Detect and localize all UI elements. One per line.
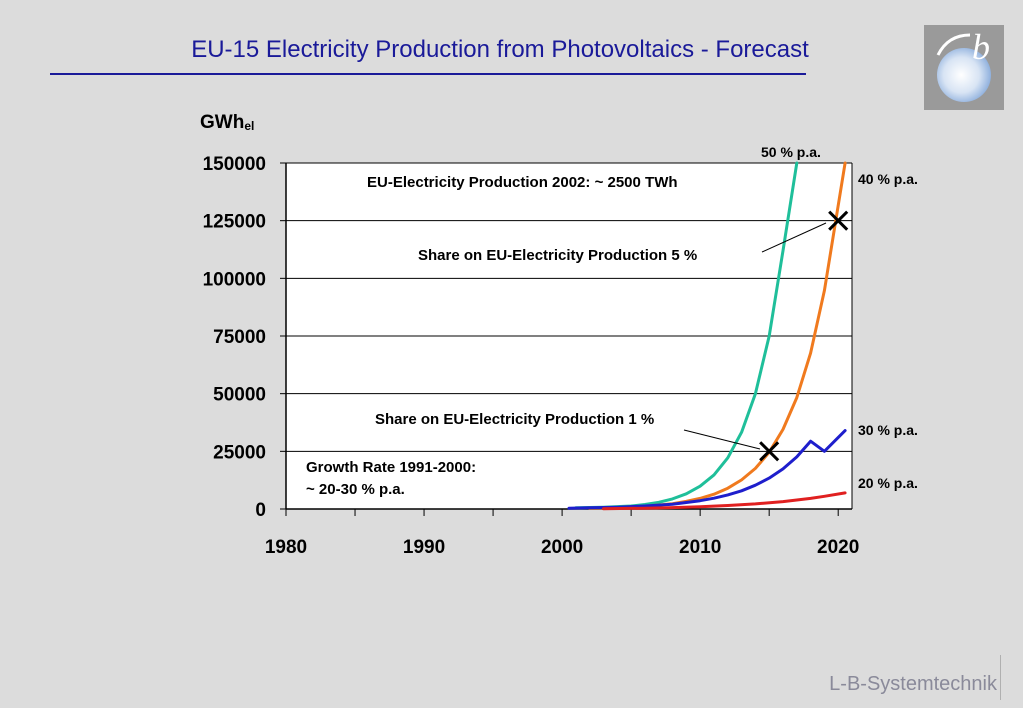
annotation-growth-rate-line2: ~ 20-30 % p.a.: [306, 481, 405, 498]
x-tick-label-2000: 2000: [541, 537, 583, 558]
y-tick-label-125000: 125000: [203, 212, 266, 233]
series-line-2: [567, 429, 847, 510]
y-tick-label-25000: 25000: [213, 442, 266, 463]
y-tick-label-100000: 100000: [203, 269, 266, 290]
marker-x-stroke-b-1: [828, 210, 849, 231]
y-tick-label-0: 0: [255, 500, 266, 521]
title-underline: [50, 73, 806, 75]
annotation-production-2002: EU-Electricity Production 2002: ~ 2500 T…: [367, 174, 678, 191]
marker-leader-1-percent: [683, 429, 761, 450]
lbst-logo-icon: b: [924, 25, 1004, 110]
series-line-3: [602, 491, 847, 511]
slide-title: EU-15 Electricity Production from Photov…: [191, 36, 809, 63]
marker-x-stroke-b-0: [759, 441, 780, 462]
footer-company: L-B-Systemtechnik: [829, 673, 997, 695]
series-label-40: 40 % p.a.: [858, 171, 918, 187]
marker-x-1: [828, 210, 849, 231]
x-tick-label-1980: 1980: [265, 537, 307, 558]
annotation-growth-rate-line1: Growth Rate 1991-2000:: [306, 459, 476, 476]
y-tick-label-150000: 150000: [203, 154, 266, 175]
marker-label-1-percent: Share on EU-Electricity Production 1 %: [375, 411, 654, 428]
series-label-50: 50 % p.a.: [761, 144, 821, 160]
y-tick-label-75000: 75000: [213, 327, 266, 348]
marker-label-5-percent: Share on EU-Electricity Production 5 %: [418, 247, 697, 264]
y-axis-title: GWhel: [200, 112, 254, 133]
marker-x-0: [759, 441, 780, 462]
marker-leader-5-percent: [761, 222, 827, 253]
x-tick-label-2020: 2020: [817, 537, 859, 558]
series-label-30: 30 % p.a.: [858, 422, 918, 438]
logo-letter: b: [972, 27, 990, 67]
x-tick-label-2010: 2010: [679, 537, 721, 558]
series-label-20: 20 % p.a.: [858, 475, 918, 491]
y-tick-label-50000: 50000: [213, 385, 266, 406]
footer-divider: [1000, 655, 1001, 700]
x-tick-label-1990: 1990: [403, 537, 445, 558]
